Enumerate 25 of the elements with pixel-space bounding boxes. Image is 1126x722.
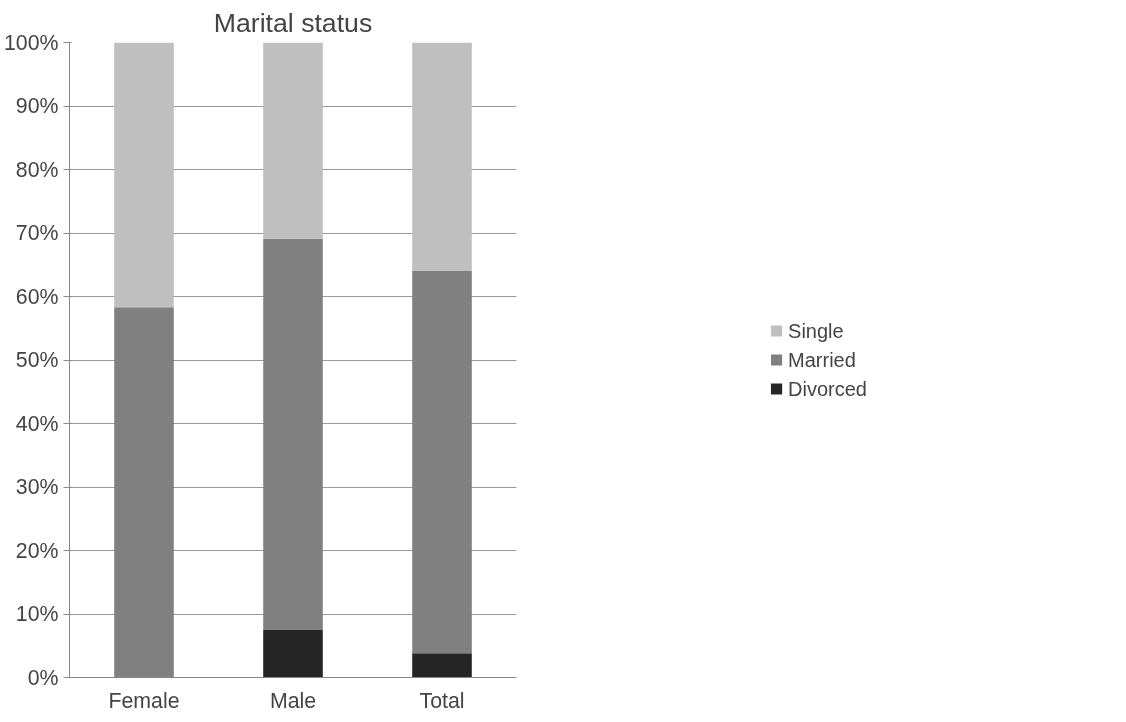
x-tick-label: Total [419,688,465,713]
y-tick-label: 90% [15,94,59,118]
legend-label: Divorced [788,377,867,400]
legend-label: Single [788,319,844,342]
y-tick-label: 40% [15,411,59,436]
bar [114,42,174,308]
y-tick-label: 60% [15,284,59,309]
bar [263,238,323,630]
y-tick-label: 50% [15,348,59,372]
x-tick-label: Female [108,688,180,713]
y-tick-label: 70% [15,221,59,245]
y-tick-label: 30% [15,475,59,499]
y-tick-label: 20% [15,538,59,563]
bar [412,42,472,272]
chart-title: Marital status [213,7,373,38]
y-tick-label: 0% [27,665,59,690]
y-tick-label: 10% [15,602,59,626]
x-tick-label: Male [269,688,317,713]
bar [263,42,323,239]
bar [263,629,323,678]
legend-label: Married [788,348,856,371]
bar [412,271,472,654]
bar [412,653,472,678]
y-tick-label: 80% [15,157,59,182]
y-tick-label: 100% [3,30,59,55]
